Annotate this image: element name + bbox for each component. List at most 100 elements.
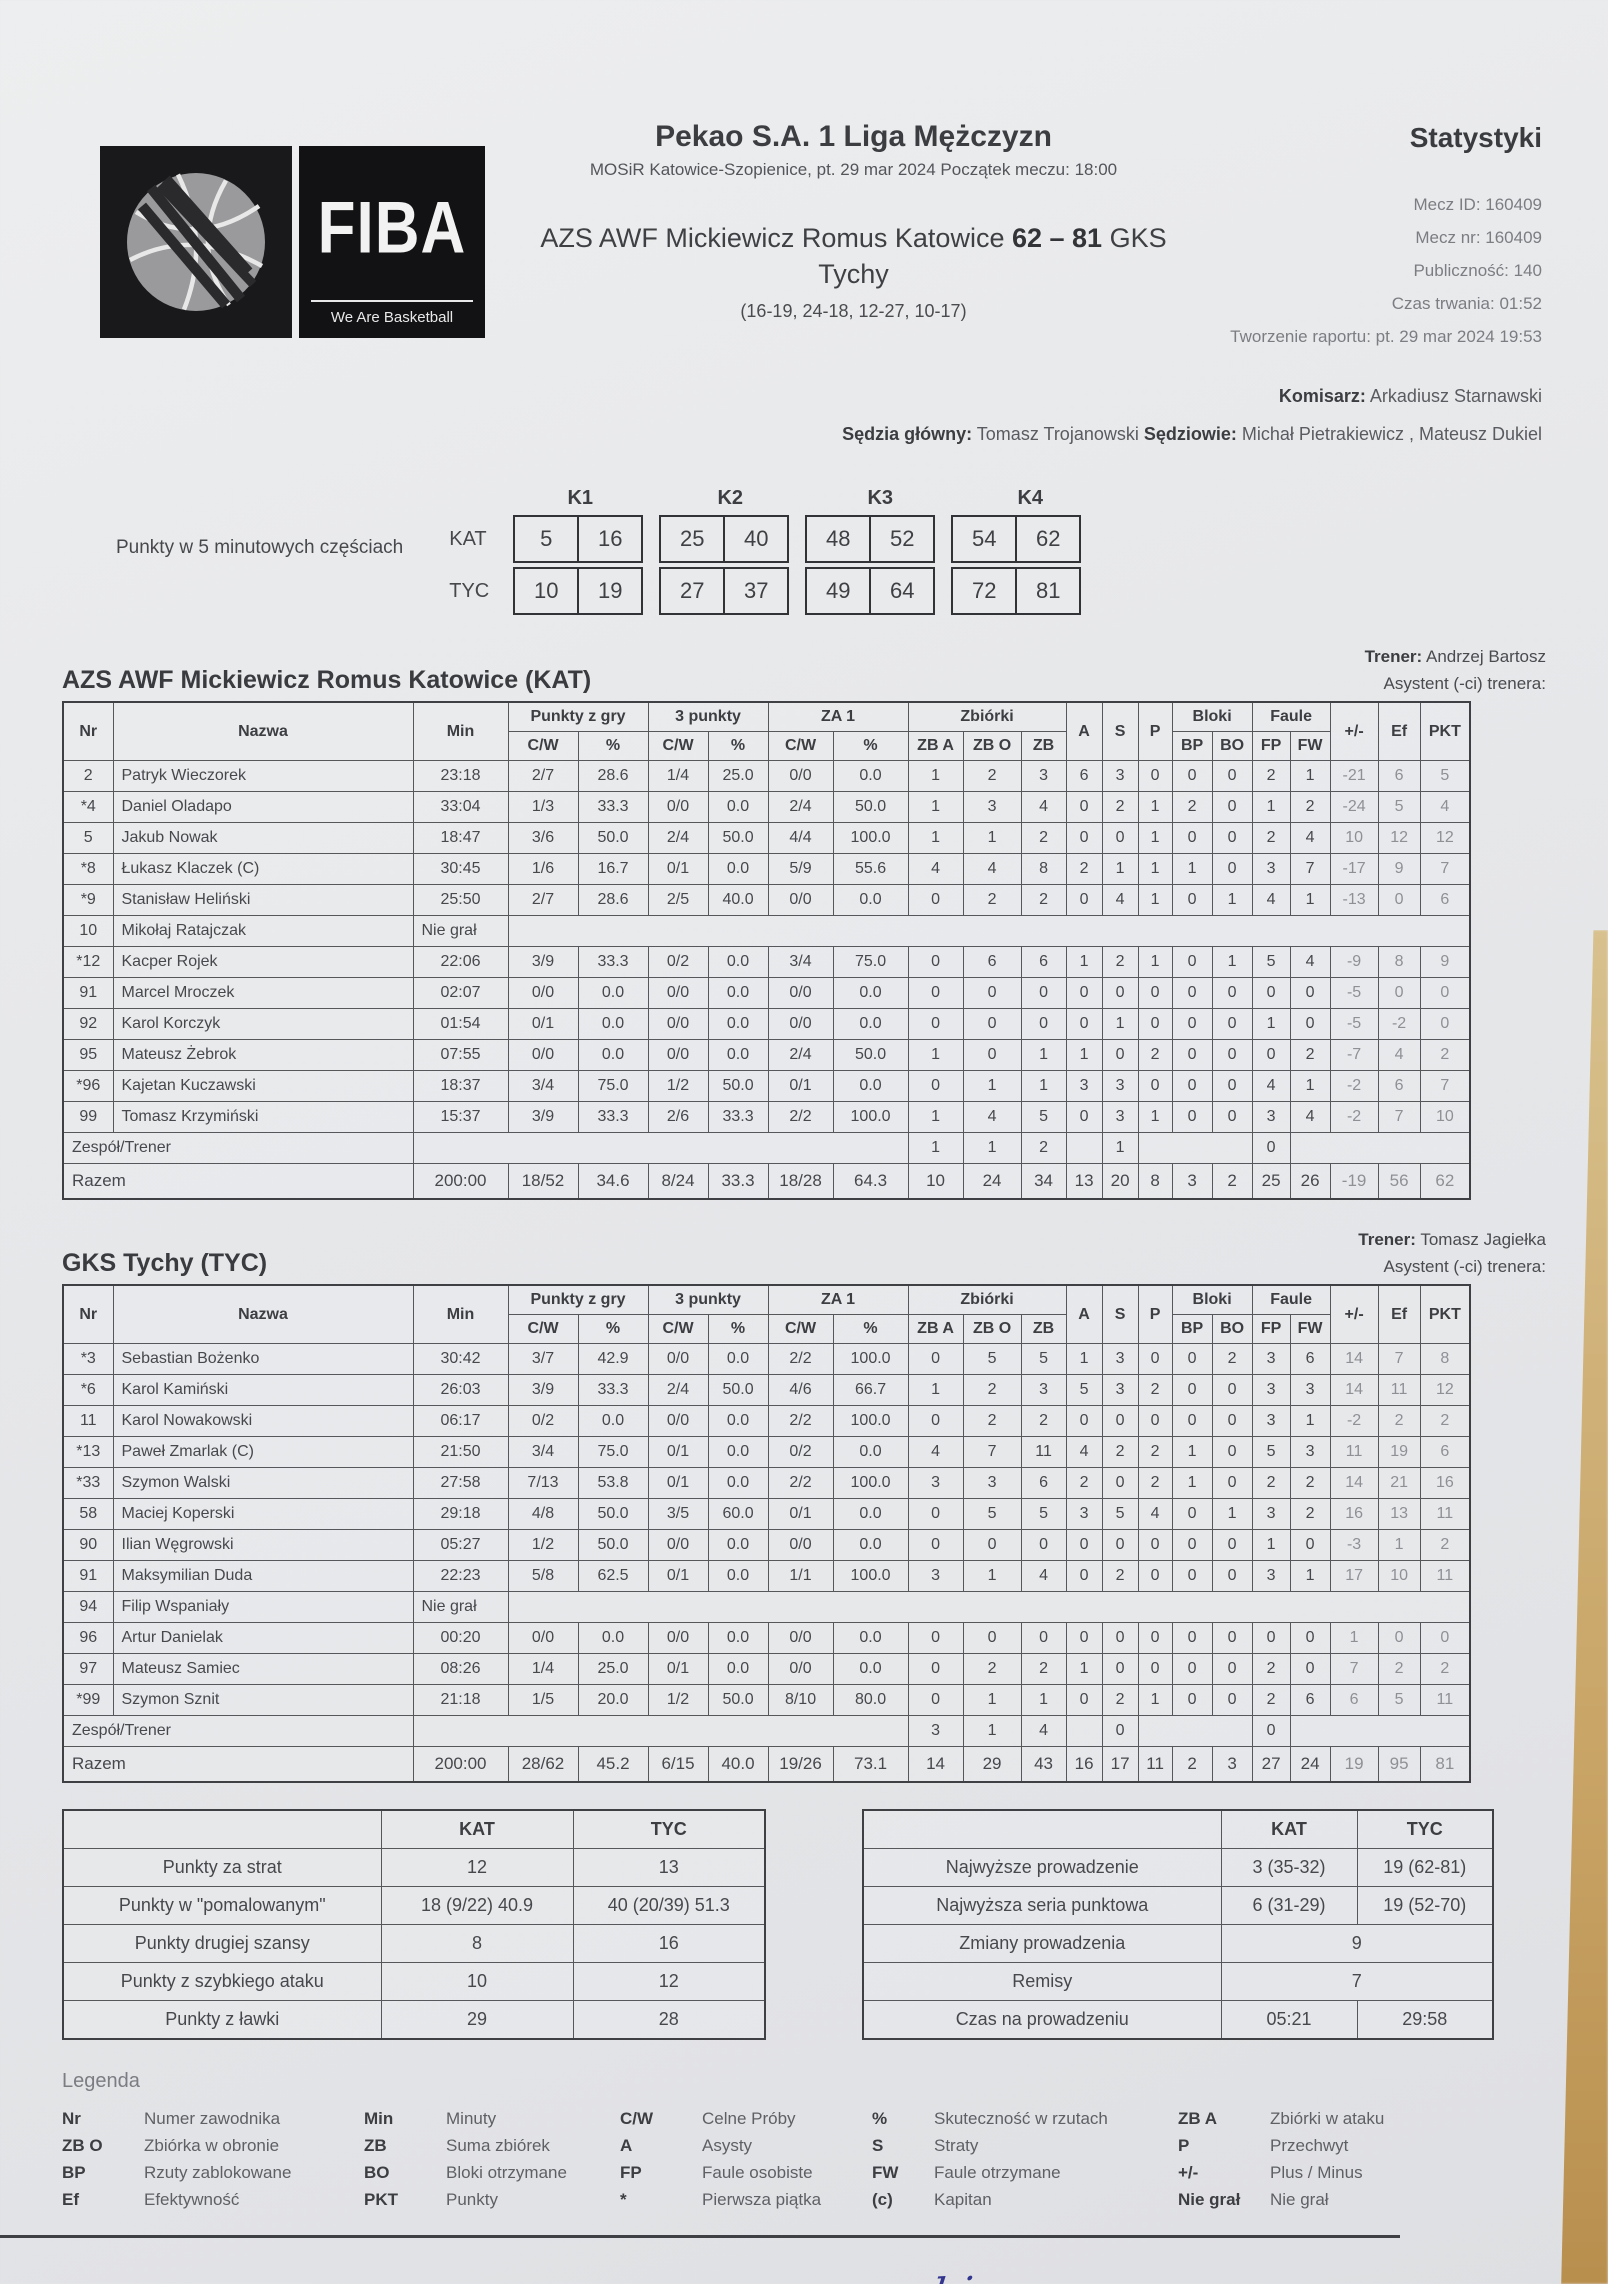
col-header-fw: FW <box>1289 1314 1331 1344</box>
cell-fg-cw: 1/4 <box>507 1653 579 1685</box>
cell-fg-pct: 75.0 <box>577 1070 649 1102</box>
summary-row: Remisy 7 <box>862 1962 1494 2001</box>
cell-s: 2 <box>1101 1560 1139 1592</box>
cell-p: 0 <box>1137 1560 1173 1592</box>
cell-a: 4 <box>1065 1436 1103 1468</box>
cell-p: 2 <box>1137 1039 1173 1071</box>
cell-ef: 8 <box>1377 946 1421 978</box>
cell-zb: 2 <box>1020 884 1067 916</box>
cell-tp-pct: 0.0 <box>707 1405 769 1437</box>
cell-tp-cw: 0/1 <box>647 1467 709 1499</box>
cell-ef: -2 <box>1377 1008 1421 1040</box>
total-a: 13 <box>1065 1163 1103 1200</box>
cell-min: 22:06 <box>412 946 509 978</box>
cell-bo: 0 <box>1211 1684 1253 1716</box>
cell-zbo: 3 <box>962 791 1022 823</box>
cell-fp: 0 <box>1251 977 1291 1009</box>
cell-pkt: 12 <box>1419 1374 1471 1406</box>
commissioner-name: Arkadiusz Starnawski <box>1369 386 1542 406</box>
cell-fg-cw: 0/2 <box>507 1405 579 1437</box>
legend-abbr: * <box>620 2190 627 2209</box>
cell-ft-cw: 5/9 <box>767 853 834 885</box>
quarter-score-row: TYC 10 19 27 37 49 64 72 81 <box>449 565 1113 617</box>
cell-bp: 0 <box>1171 1343 1213 1375</box>
legend-desc: Straty <box>934 2136 979 2155</box>
legend-abbr: % <box>872 2109 888 2128</box>
legend-desc: Zbiórka w obronie <box>144 2136 280 2155</box>
cell-tp-cw: 3/5 <box>647 1498 709 1530</box>
cell-nr: 5 <box>62 822 114 854</box>
total-zba: 14 <box>907 1746 964 1783</box>
total-fg-pct: 45.2 <box>577 1746 649 1783</box>
quarter-team-label: KAT <box>449 527 487 550</box>
legend-desc: Punkty <box>446 2190 498 2209</box>
team-title: GKS Tychy (TYC) <box>62 1249 268 1277</box>
cell-pm: 6 <box>1329 1684 1379 1716</box>
cell-min: 26:03 <box>412 1374 509 1406</box>
cell-zba: 1 <box>907 791 964 823</box>
cell-p: 0 <box>1137 760 1173 792</box>
total-tp-pct: 40.0 <box>707 1746 769 1783</box>
cell-fw: 0 <box>1289 1653 1331 1685</box>
cell-fp: 2 <box>1251 1684 1291 1716</box>
coach-block: Trener: Andrzej Bartosz Asystent (-ci) tr… <box>1365 643 1546 697</box>
cell-s: 0 <box>1101 1653 1139 1685</box>
cell-fg-cw: 4/8 <box>507 1498 579 1530</box>
cell-a: 0 <box>1065 791 1103 823</box>
legend-column: ZB A Zbiórki w ataku P Przechwyt +/- Plus / M… <box>1178 2105 1478 2213</box>
cell-fg-cw: 2/7 <box>507 760 579 792</box>
cell-nr: 58 <box>62 1498 114 1530</box>
cell-bo: 1 <box>1211 946 1253 978</box>
cell-nr: *4 <box>62 791 114 823</box>
total-fp: 27 <box>1251 1746 1291 1783</box>
cell-ef: 19 <box>1377 1436 1421 1468</box>
cell-name: Mikołaj Ratajczak <box>112 915 414 947</box>
total-pkt: 81 <box>1419 1746 1471 1783</box>
cell-bp: 0 <box>1171 977 1213 1009</box>
cell-ef: 2 <box>1377 1653 1421 1685</box>
col-header-pkt: PKT <box>1419 701 1471 761</box>
cell-s: 0 <box>1101 1405 1139 1437</box>
cell-fw: 1 <box>1289 884 1331 916</box>
cell-fp: 5 <box>1251 946 1291 978</box>
cell-name: Kajetan Kuczawski <box>112 1070 414 1102</box>
cell-zb: 5 <box>1020 1101 1067 1133</box>
cell-pkt: 2 <box>1419 1529 1471 1561</box>
cell-zb: 5 <box>1020 1343 1067 1375</box>
cell-zb: 6 <box>1020 1467 1067 1499</box>
quarter-score-group: 72 81 <box>951 567 1082 615</box>
cell-bo: 0 <box>1211 853 1253 885</box>
cell-tp-pct: 0.0 <box>707 1560 769 1592</box>
cell-name: Filip Wspaniały <box>112 1591 414 1623</box>
cell-a: 0 <box>1065 884 1103 916</box>
summary-label: Zmiany prowadzenia <box>862 1924 1222 1963</box>
cell-team-label: Zespół/Trener <box>62 1132 414 1164</box>
cell-bo: 0 <box>1211 1405 1253 1437</box>
cell-zb: 1 <box>1020 1070 1067 1102</box>
cell-a: 0 <box>1065 822 1103 854</box>
cell-nr: 94 <box>62 1591 114 1623</box>
col-header-tp: 3 punkty <box>647 701 769 732</box>
cell-bp: 0 <box>1171 760 1213 792</box>
summary-value-kat: 8 <box>380 1924 574 1963</box>
cell-tp-cw: 2/4 <box>647 822 709 854</box>
player-row: 96 Artur Danielak 00:20 0/0 0.0 0/0 0.0 0/0 0.0 0… <box>62 1622 1471 1654</box>
cell-a: 0 <box>1065 1529 1103 1561</box>
cell-ef: 0 <box>1377 977 1421 1009</box>
cell-p: 1 <box>1137 1101 1173 1133</box>
total-bo: 3 <box>1211 1746 1253 1783</box>
cell-tp-pct: 0.0 <box>707 1622 769 1654</box>
cell-bp: 0 <box>1171 1653 1213 1685</box>
cell-pm: 14 <box>1329 1343 1379 1375</box>
cell-pm: -2 <box>1329 1101 1379 1133</box>
meta-line: Czas trwania: 01:52 <box>1391 294 1542 313</box>
cell-zbo: 2 <box>962 1374 1022 1406</box>
league-title: Pekao S.A. 1 Liga Mężczyzn <box>655 120 1052 153</box>
legend-desc: Rzuty zablokowane <box>144 2163 292 2182</box>
cell-zb: 0 <box>1020 1008 1067 1040</box>
cell-name: Szymon Sznit <box>112 1684 414 1716</box>
cell-s: 3 <box>1101 1101 1139 1133</box>
cell-zb: 2 <box>1020 1653 1067 1685</box>
player-row: 95 Mateusz Żebrok 07:55 0/0 0.0 0/0 0.0 2/4 50.0… <box>62 1039 1471 1071</box>
cell-min: 18:47 <box>412 822 509 854</box>
